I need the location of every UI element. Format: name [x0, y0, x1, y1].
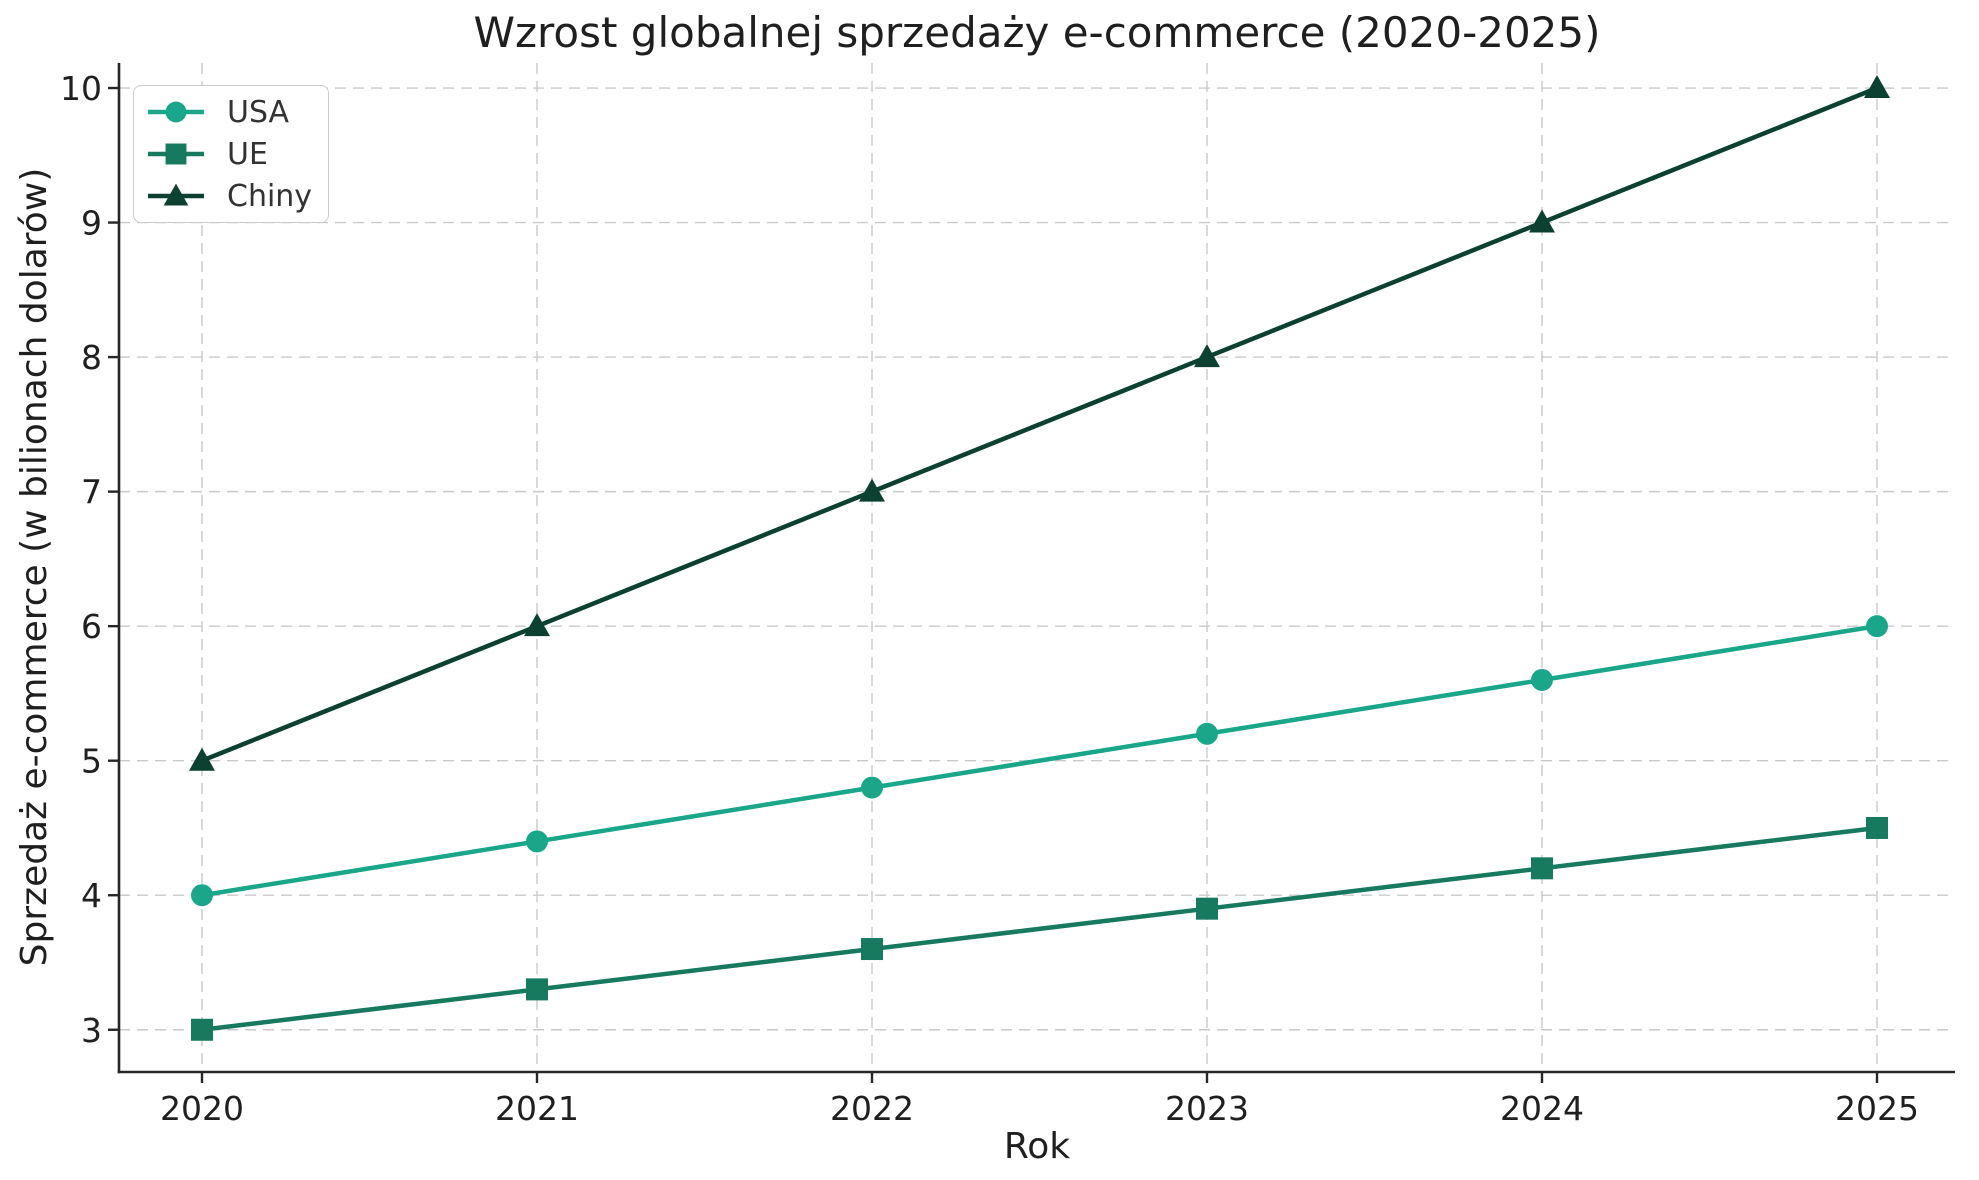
y-tick-label: 7 [81, 473, 102, 512]
x-tick-label: 2025 [1835, 1089, 1919, 1128]
chart-title: Wzrost globalnej sprzedaży e-commerce (2… [473, 8, 1601, 57]
ue-marker [191, 1018, 213, 1041]
legend-item-usa: USA [147, 91, 312, 133]
triangle-marker-icon [148, 183, 204, 206]
ue-marker [1196, 897, 1218, 920]
chiny-marker [1194, 344, 1220, 368]
ue-marker [526, 978, 548, 1001]
y-tick-label: 5 [81, 742, 102, 781]
x-tick-label: 2023 [1165, 1089, 1249, 1128]
chiny-series-line [201, 85, 1878, 763]
usa-marker [1196, 722, 1218, 745]
x-tick-label: 2022 [830, 1089, 914, 1128]
usa-marker [526, 830, 548, 853]
y-tick-label: 4 [81, 876, 102, 915]
legend-sample-marker [163, 183, 189, 206]
legend-label: USA [227, 94, 290, 130]
x-tick-label: 2024 [1500, 1089, 1584, 1128]
y-tick-label: 10 [60, 69, 102, 108]
legend: USA UE Chiny [133, 85, 330, 223]
x-tick-label: 2021 [495, 1089, 579, 1128]
chiny-marker [524, 613, 550, 637]
ue-marker [1531, 857, 1553, 880]
y-tick-label: 8 [81, 338, 102, 377]
circle-marker-icon [148, 101, 204, 123]
legend-sample-marker [165, 143, 187, 165]
chiny-marker [189, 747, 215, 771]
usa-series-line [201, 623, 1878, 898]
legend-item-ue: UE [147, 133, 312, 175]
usa-marker [1866, 615, 1888, 638]
x-axis-label: Rok [1003, 1126, 1071, 1167]
ue-series-line [201, 825, 1878, 1032]
usa-marker [861, 776, 883, 799]
ue-marker [861, 938, 883, 961]
x-tick-label: 2020 [160, 1089, 244, 1128]
usa-marker [1531, 668, 1553, 691]
legend-label: Chiny [227, 178, 313, 214]
chiny-marker [859, 478, 885, 502]
square-marker-icon [148, 143, 204, 165]
y-tick-label: 9 [81, 204, 102, 243]
y-tick-label: 6 [81, 607, 102, 646]
legend-label: UE [227, 136, 268, 172]
chiny-marker [1864, 75, 1890, 99]
y-tick-label: 3 [81, 1011, 102, 1050]
legend-item-chiny: Chiny [147, 175, 312, 217]
usa-marker [191, 884, 213, 907]
ue-marker [1866, 816, 1888, 839]
legend-sample-marker [165, 101, 187, 123]
chiny-marker [1529, 209, 1555, 233]
